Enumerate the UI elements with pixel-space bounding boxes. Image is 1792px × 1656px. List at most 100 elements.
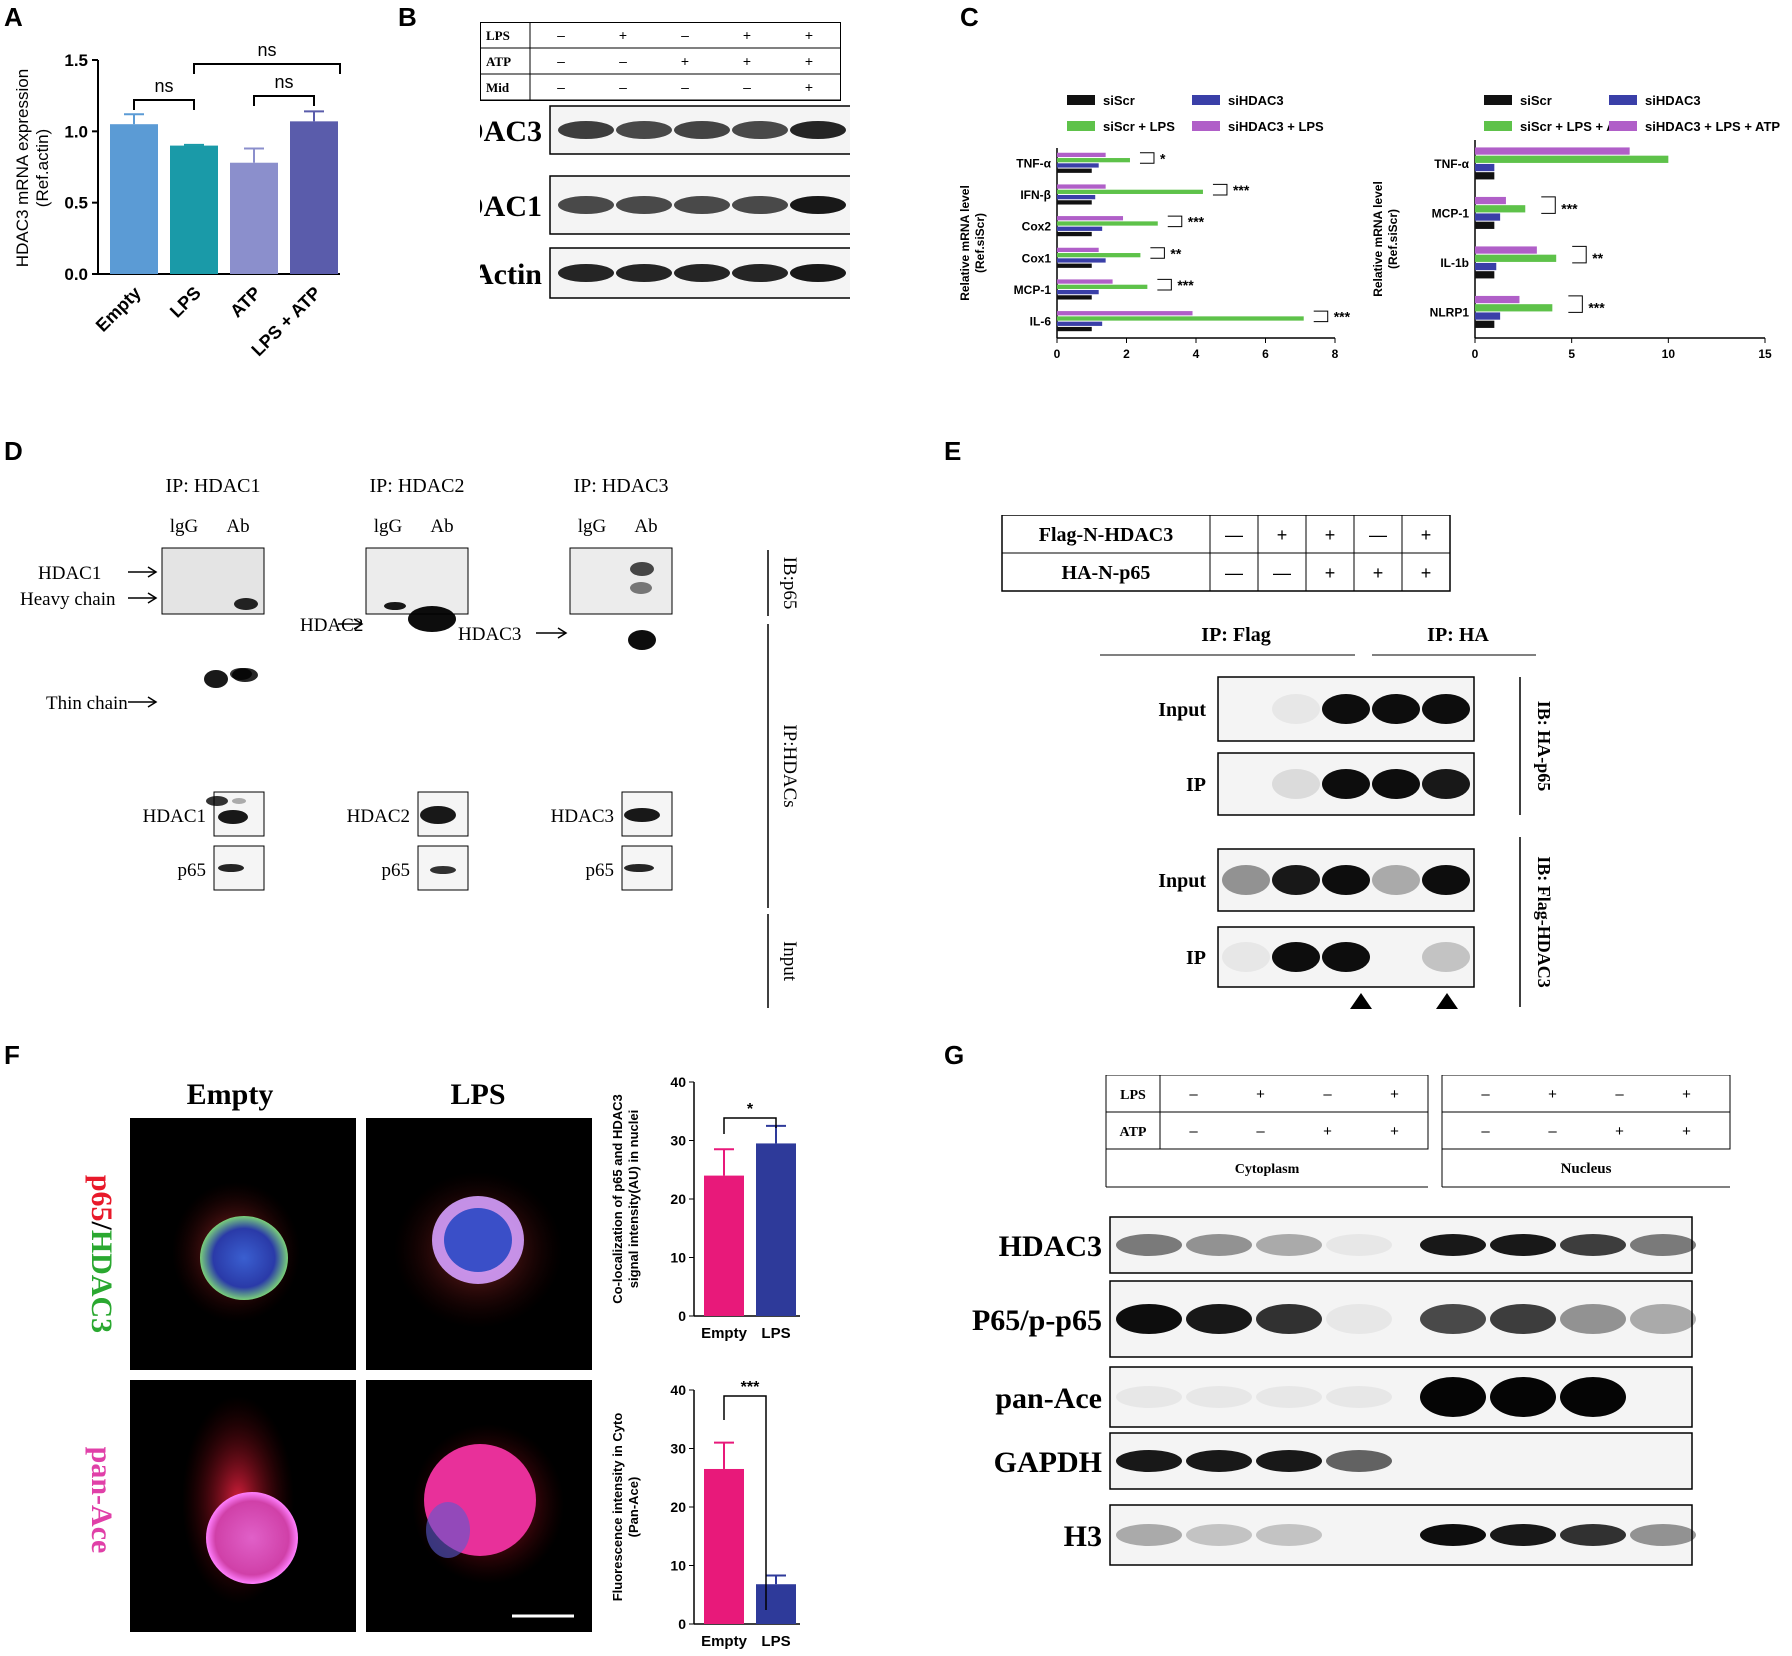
g-blot-label: pan-Ace xyxy=(995,1382,1102,1415)
d-band-input-p65-2 xyxy=(430,866,456,874)
b-condition-label: ATP xyxy=(486,54,511,69)
g-condition-sign: – xyxy=(1189,1086,1198,1103)
b-condition-sign: + xyxy=(805,27,813,43)
c-sig-bracket xyxy=(1212,183,1228,196)
f-sig-bracket xyxy=(723,1117,777,1134)
e-blot-band xyxy=(1422,865,1470,895)
c-legend-swatch xyxy=(1067,121,1095,131)
c-bar xyxy=(1057,295,1092,300)
a-bracket-2-label: ns xyxy=(257,40,276,60)
e-condition-sign: — xyxy=(1225,563,1243,583)
g-blot-band xyxy=(1186,1234,1252,1256)
c-x-tick-label: 5 xyxy=(1568,347,1575,361)
g-blot-band xyxy=(1420,1377,1486,1417)
g-condition-label: ATP xyxy=(1120,1125,1147,1140)
g-condition-sign: + xyxy=(1548,1086,1557,1103)
d-band-heavy-ab xyxy=(230,668,252,680)
e-blot-band xyxy=(1322,942,1370,972)
c-ylabel-2: (Ref.siScr) xyxy=(1386,209,1400,269)
e-row-label: IP xyxy=(1186,947,1206,969)
c-legend-swatch xyxy=(1484,95,1512,105)
e-blot-band xyxy=(1272,942,1320,972)
d-band-p65-hdac3b xyxy=(630,582,652,594)
a-x-tick-label: Empty xyxy=(92,283,145,336)
c-legend-swatch xyxy=(1609,95,1637,105)
panel-label-f: F xyxy=(4,1040,20,1070)
f-y-tick-label: 20 xyxy=(670,1499,686,1515)
a-x-tick-label: LPS xyxy=(166,283,205,322)
f-sig-bracket xyxy=(723,1395,767,1610)
c-ylabel-1: Relative mRNA level xyxy=(1371,181,1385,297)
c-bar xyxy=(1475,205,1526,213)
panel-b-blots: LPS – + – + + ATP – – + + + Mid – – – – + HDAC3 HDAC1 Actin xyxy=(439,22,853,299)
d-arrow-heavy-head xyxy=(147,592,158,604)
g-condition-label: LPS xyxy=(1120,1088,1146,1103)
f-col-title-lps: LPS xyxy=(450,1078,505,1111)
g-blot-band xyxy=(1560,1524,1626,1546)
e-row-label: IP xyxy=(1186,774,1206,796)
g-condition-sign: – xyxy=(1615,1086,1624,1103)
e-row-label: Input xyxy=(1158,699,1206,721)
d-side-ip-hdacs: IP:HDACs xyxy=(779,724,800,807)
c-bar xyxy=(1057,231,1092,237)
b-blot-band xyxy=(790,264,846,282)
d-arrow-label-thin: Thin chain xyxy=(46,693,128,714)
b-blot-band xyxy=(790,121,846,139)
f-row1-label-part: HDAC3 xyxy=(85,1230,118,1333)
c-category-label: Cox1 xyxy=(1022,251,1052,265)
f-row1-label-part: / xyxy=(85,1221,118,1231)
c-category-label: NLRP1 xyxy=(1430,305,1470,319)
g-blot-band xyxy=(1630,1234,1696,1256)
d-band-input-p65-3 xyxy=(624,864,654,872)
c-bar xyxy=(1057,284,1148,289)
g-blot-band xyxy=(1186,1524,1252,1546)
b-blot-band xyxy=(790,196,846,214)
c-ylabel-2: (Ref.siScr) xyxy=(973,213,987,273)
a-y-tick-label: 0.5 xyxy=(64,194,88,213)
d-arrow-label-hdac2: HDAC2 xyxy=(300,615,363,636)
c-ylabel-1: Relative mRNA level xyxy=(958,185,972,301)
d-ib-p65-blot xyxy=(569,547,673,615)
d-p65-label: p65 xyxy=(178,860,207,881)
g-blot-label: H3 xyxy=(1064,1520,1102,1553)
b-blot-band xyxy=(674,121,730,139)
c-x-tick-label: 0 xyxy=(1054,347,1061,361)
f-y-tick-label: 20 xyxy=(670,1191,686,1207)
g-blot-band xyxy=(1490,1377,1556,1417)
e-blot-band xyxy=(1222,942,1270,972)
d-band-heavy xyxy=(204,670,228,688)
f-y-tick-label: 40 xyxy=(670,1382,686,1398)
f-x-tick-label: Empty xyxy=(701,1633,748,1650)
d-band-input-hdac3 xyxy=(624,808,660,822)
c-legend-label: siHDAC3 xyxy=(1228,93,1284,108)
d-lane-igg: lgG xyxy=(374,516,403,537)
g-condition-sign: + xyxy=(1323,1123,1332,1140)
g-blot-frame xyxy=(1109,1216,1693,1274)
f-row1-label-part: p65 xyxy=(85,1175,118,1222)
e-condition-sign: + xyxy=(1421,525,1432,545)
panel-e: Flag-N-HDAC3 — + + — + HA-N-p65 — — + + + IP: Flag IP… xyxy=(1001,515,1554,1009)
g-blot-band xyxy=(1186,1386,1252,1408)
d-band-input-hdac2 xyxy=(420,806,456,824)
c-bar xyxy=(1057,163,1099,168)
c-sig-bracket xyxy=(1572,245,1587,264)
c-legend-label: siScr xyxy=(1103,93,1135,108)
c-bar xyxy=(1475,312,1501,320)
c-category-label: MCP-1 xyxy=(1014,283,1052,297)
d-side-input: Input xyxy=(779,941,800,982)
c-sig-label: *** xyxy=(1588,299,1605,315)
d-band-hdac2 xyxy=(408,606,456,632)
c-bar xyxy=(1057,194,1096,200)
c-category-label: Cox2 xyxy=(1022,220,1052,234)
b-condition-sign: + xyxy=(743,27,751,43)
g-condition-sign: – xyxy=(1189,1123,1198,1140)
e-triangle-marker xyxy=(1350,993,1372,1009)
g-blot-band xyxy=(1560,1304,1626,1334)
d-input-label: HDAC3 xyxy=(551,806,614,827)
f-row1-label: p65/HDAC3 xyxy=(85,1175,118,1333)
d-input-label: HDAC1 xyxy=(143,806,206,827)
b-blot-label: HDAC3 xyxy=(480,115,542,148)
g-blot-band xyxy=(1256,1524,1322,1546)
c-legend-swatch xyxy=(1609,121,1637,131)
c-sig-label: *** xyxy=(1561,200,1578,216)
